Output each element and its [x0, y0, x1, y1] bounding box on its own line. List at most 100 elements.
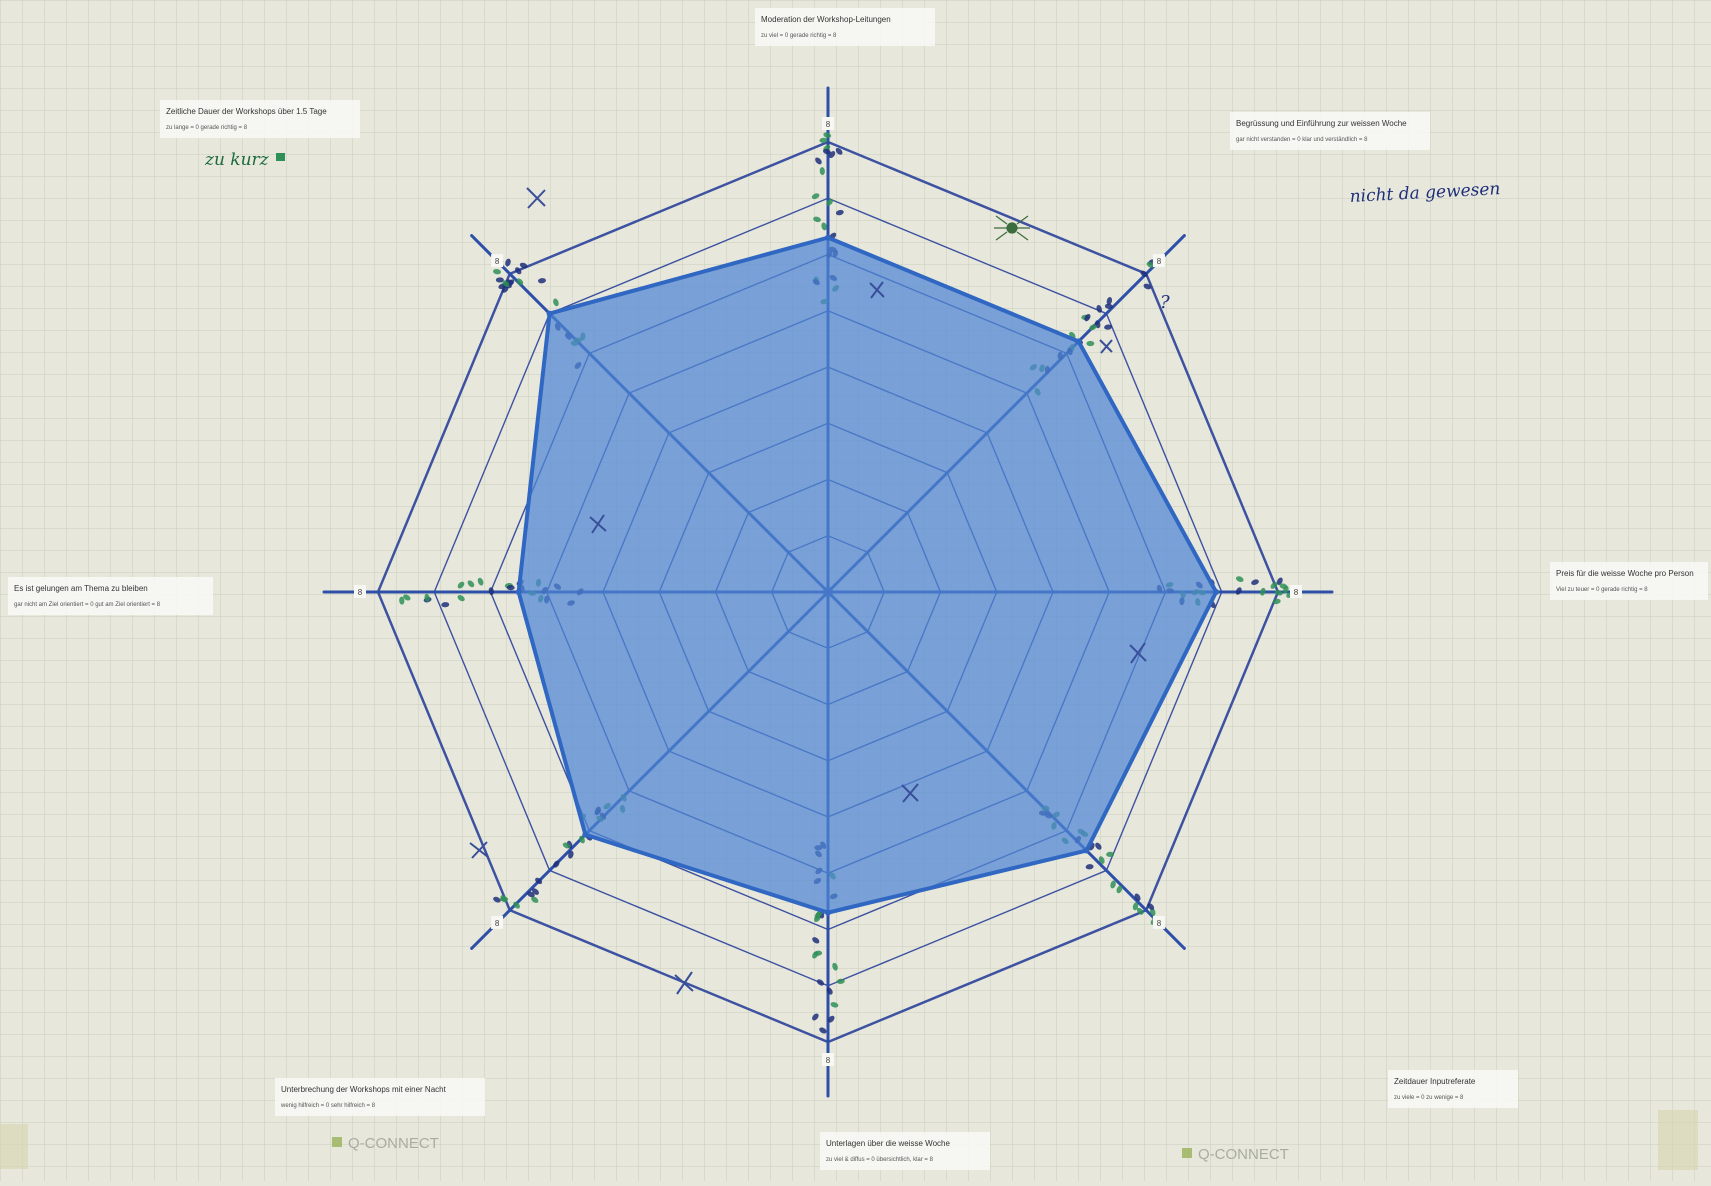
vote-dot [488, 587, 494, 596]
vote-dot [477, 577, 484, 586]
vote-dot [457, 581, 465, 589]
axis-label-card-2 [1230, 112, 1430, 150]
vote-dot [1143, 283, 1152, 290]
vote-dot [1089, 324, 1097, 331]
note-zu-kurz: zu kurz [204, 150, 270, 170]
vote-dot [493, 896, 501, 903]
vote-dot [1279, 583, 1288, 589]
vote-dot [399, 596, 405, 605]
vote-dot [814, 950, 823, 956]
vote-dot [493, 269, 501, 275]
vote-dot [822, 148, 831, 155]
vote-dot [1132, 902, 1139, 911]
axis-scale-3: Viel zu teuer = 0 gerade richtig = 8 [1556, 587, 1648, 593]
vote-dot [457, 595, 465, 602]
radar-point-7 [515, 589, 522, 595]
vote-dot [553, 860, 560, 868]
axis-title-8: Zeitliche Dauer der Workshops über 1.5 T… [166, 107, 327, 116]
vote-dot [1272, 598, 1281, 605]
vote-dot [531, 896, 539, 903]
axis-label-card-8 [160, 100, 360, 138]
vote-dot [1276, 577, 1283, 585]
radar-point-4 [1083, 847, 1090, 854]
vote-dot [827, 1015, 835, 1023]
vote-dot [505, 258, 511, 267]
vote-dot [816, 979, 824, 986]
axis-scale-7: gar nicht am Ziel orientiert = 0 gut am … [14, 602, 161, 608]
axis-scale-2: gar nicht verstanden = 0 klar und verstä… [1236, 137, 1368, 143]
axis-scale-5: zu viel & diffus = 0 übersichtlich, klar… [826, 1157, 934, 1163]
vote-dot [1260, 587, 1266, 596]
vote-dot [812, 937, 820, 944]
axis-label-card-6 [275, 1078, 485, 1116]
vote-dot [441, 602, 450, 608]
vote-dot [527, 891, 535, 898]
vote-dot [1235, 576, 1244, 582]
brand-text-left: Q-CONNECT [348, 1135, 439, 1152]
max-marker-bg-1 [822, 117, 834, 130]
question-mark-note: ? [1160, 292, 1170, 313]
vote-dot [1270, 582, 1278, 589]
vote-dot [815, 157, 822, 165]
vote-dot [403, 594, 411, 601]
vote-dot [1098, 856, 1105, 864]
spider-doodle [994, 215, 1030, 241]
vote-dot [1086, 340, 1095, 347]
max-marker-bg-6 [491, 915, 504, 929]
vote-dot [1274, 589, 1283, 596]
vote-dot [467, 580, 475, 588]
radar-area [515, 234, 1220, 916]
vote-dot [830, 1002, 839, 1008]
vote-dot [826, 198, 833, 206]
vote-dot [813, 216, 821, 223]
tape-left [0, 1124, 28, 1169]
vote-dot [495, 277, 504, 283]
vote-dot [1104, 324, 1113, 330]
green-marker-square [276, 153, 285, 161]
max-marker-3: 8 [1294, 588, 1299, 597]
axis-title-4: Zeitdauer Inputreferate [1394, 1077, 1476, 1086]
brand-logo-icon-left [332, 1137, 342, 1147]
radar-point-5 [825, 909, 831, 916]
vote-dot [819, 137, 828, 143]
vote-dot [819, 1027, 827, 1034]
max-marker-1: 8 [826, 120, 831, 129]
axis-labels: Moderation der Workshop-Leitungen zu viel… [8, 8, 1708, 1170]
axis-scale-8: zu lange = 0 gerade richtig = 8 [166, 125, 248, 131]
cross-marks [469, 187, 1147, 995]
vote-dot [1147, 903, 1155, 910]
max-marker-2: 8 [1157, 257, 1162, 266]
axis-scale-1: zu viel = 0 gerade richtig = 8 [761, 33, 837, 39]
vote-dot [506, 585, 515, 591]
vote-dot [826, 987, 833, 995]
radar-point-1 [825, 234, 831, 241]
vote-dot [835, 147, 843, 155]
axis-title-1: Moderation der Workshop-Leitungen [761, 15, 891, 24]
vote-dot [537, 278, 546, 284]
vote-dot [502, 280, 510, 288]
vote-dot [819, 167, 825, 176]
vote-dot [811, 193, 820, 200]
max-marker-bg-2 [1152, 254, 1165, 268]
radar-point-6 [582, 831, 589, 838]
vote-dot [1149, 908, 1156, 916]
brand-logo-icon-right [1182, 1148, 1192, 1158]
vote-dot [1116, 885, 1123, 894]
vote-dot [1251, 579, 1259, 586]
vote-dot [812, 1013, 819, 1021]
axis-title-7: Es ist gelungen am Thema zu bleiben [14, 584, 148, 593]
brand-marks: Q-CONNECT Q-CONNECT [0, 1110, 1698, 1170]
radar-point-3 [1213, 589, 1220, 595]
vote-dot [1106, 851, 1115, 857]
axis-title-5: Unterlagen über die weisse Woche [826, 1139, 950, 1148]
max-marker-bg-7 [354, 585, 366, 598]
vote-dot [1140, 270, 1148, 277]
vote-dot [814, 912, 821, 920]
axis-scale-6: wenig hilfreich = 0 sehr hilfreich = 8 [280, 1103, 376, 1109]
axis-title-6: Unterbrechung der Workshops mit einer Na… [281, 1085, 447, 1094]
vote-dot [515, 267, 522, 275]
vote-dot [553, 298, 559, 307]
max-marker-4: 8 [1157, 919, 1162, 928]
axis-label-card-1 [755, 8, 935, 46]
